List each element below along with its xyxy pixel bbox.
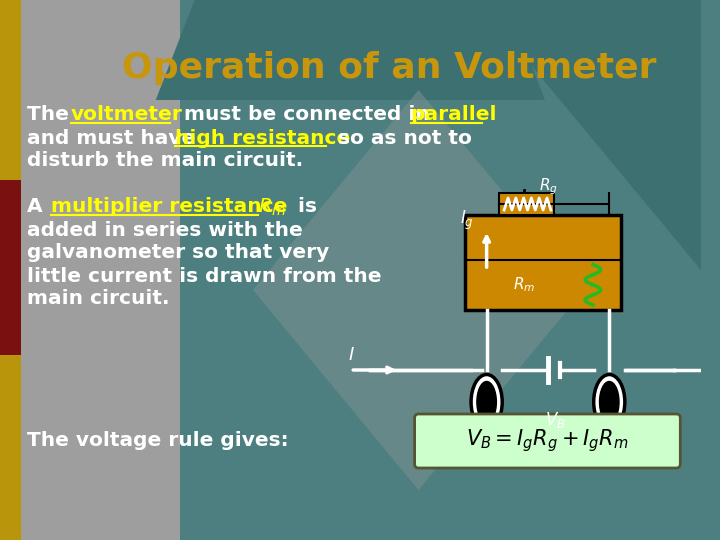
Text: $I_g$: $I_g$ (460, 208, 474, 232)
Text: high resistance: high resistance (175, 129, 351, 147)
Text: $V_B = I_g R_g + I_g R_m$: $V_B = I_g R_g + I_g R_m$ (467, 428, 629, 454)
Bar (500, 193, 554, 215)
Polygon shape (156, 0, 545, 100)
Ellipse shape (600, 381, 619, 422)
Text: $V_B$: $V_B$ (546, 410, 566, 430)
FancyBboxPatch shape (415, 414, 680, 468)
Bar (0, 180, 22, 355)
Polygon shape (0, 0, 180, 540)
Text: $I$: $I$ (348, 346, 355, 364)
Bar (465, 215, 621, 310)
Text: little current is drawn from the: little current is drawn from the (27, 267, 382, 286)
Text: galvanometer so that very: galvanometer so that very (27, 244, 330, 262)
Bar (0, 0, 22, 180)
Text: added in series with the: added in series with the (27, 220, 303, 240)
Text: The voltage rule gives:: The voltage rule gives: (27, 430, 289, 449)
Text: must be connected in: must be connected in (177, 105, 437, 125)
Polygon shape (253, 90, 584, 490)
Text: multiplier resistance: multiplier resistance (50, 198, 294, 217)
Text: $R_m$: $R_m$ (513, 275, 536, 294)
Text: A: A (27, 198, 50, 217)
Text: parallel: parallel (410, 105, 498, 125)
Text: disturb the main circuit.: disturb the main circuit. (27, 152, 303, 171)
Ellipse shape (471, 375, 503, 429)
Text: and must have: and must have (27, 129, 202, 147)
Text: main circuit.: main circuit. (27, 289, 170, 308)
Text: Operation of an Voltmeter: Operation of an Voltmeter (122, 51, 657, 85)
Polygon shape (477, 0, 701, 270)
Ellipse shape (477, 381, 496, 422)
Text: $R_m$: $R_m$ (258, 197, 287, 218)
Text: $R_g$: $R_g$ (539, 177, 558, 197)
Ellipse shape (594, 375, 625, 429)
Bar (0, 355, 22, 540)
Text: so as not to: so as not to (331, 129, 472, 147)
Text: is: is (291, 198, 317, 217)
Text: voltmeter: voltmeter (71, 105, 183, 125)
Text: The: The (27, 105, 76, 125)
